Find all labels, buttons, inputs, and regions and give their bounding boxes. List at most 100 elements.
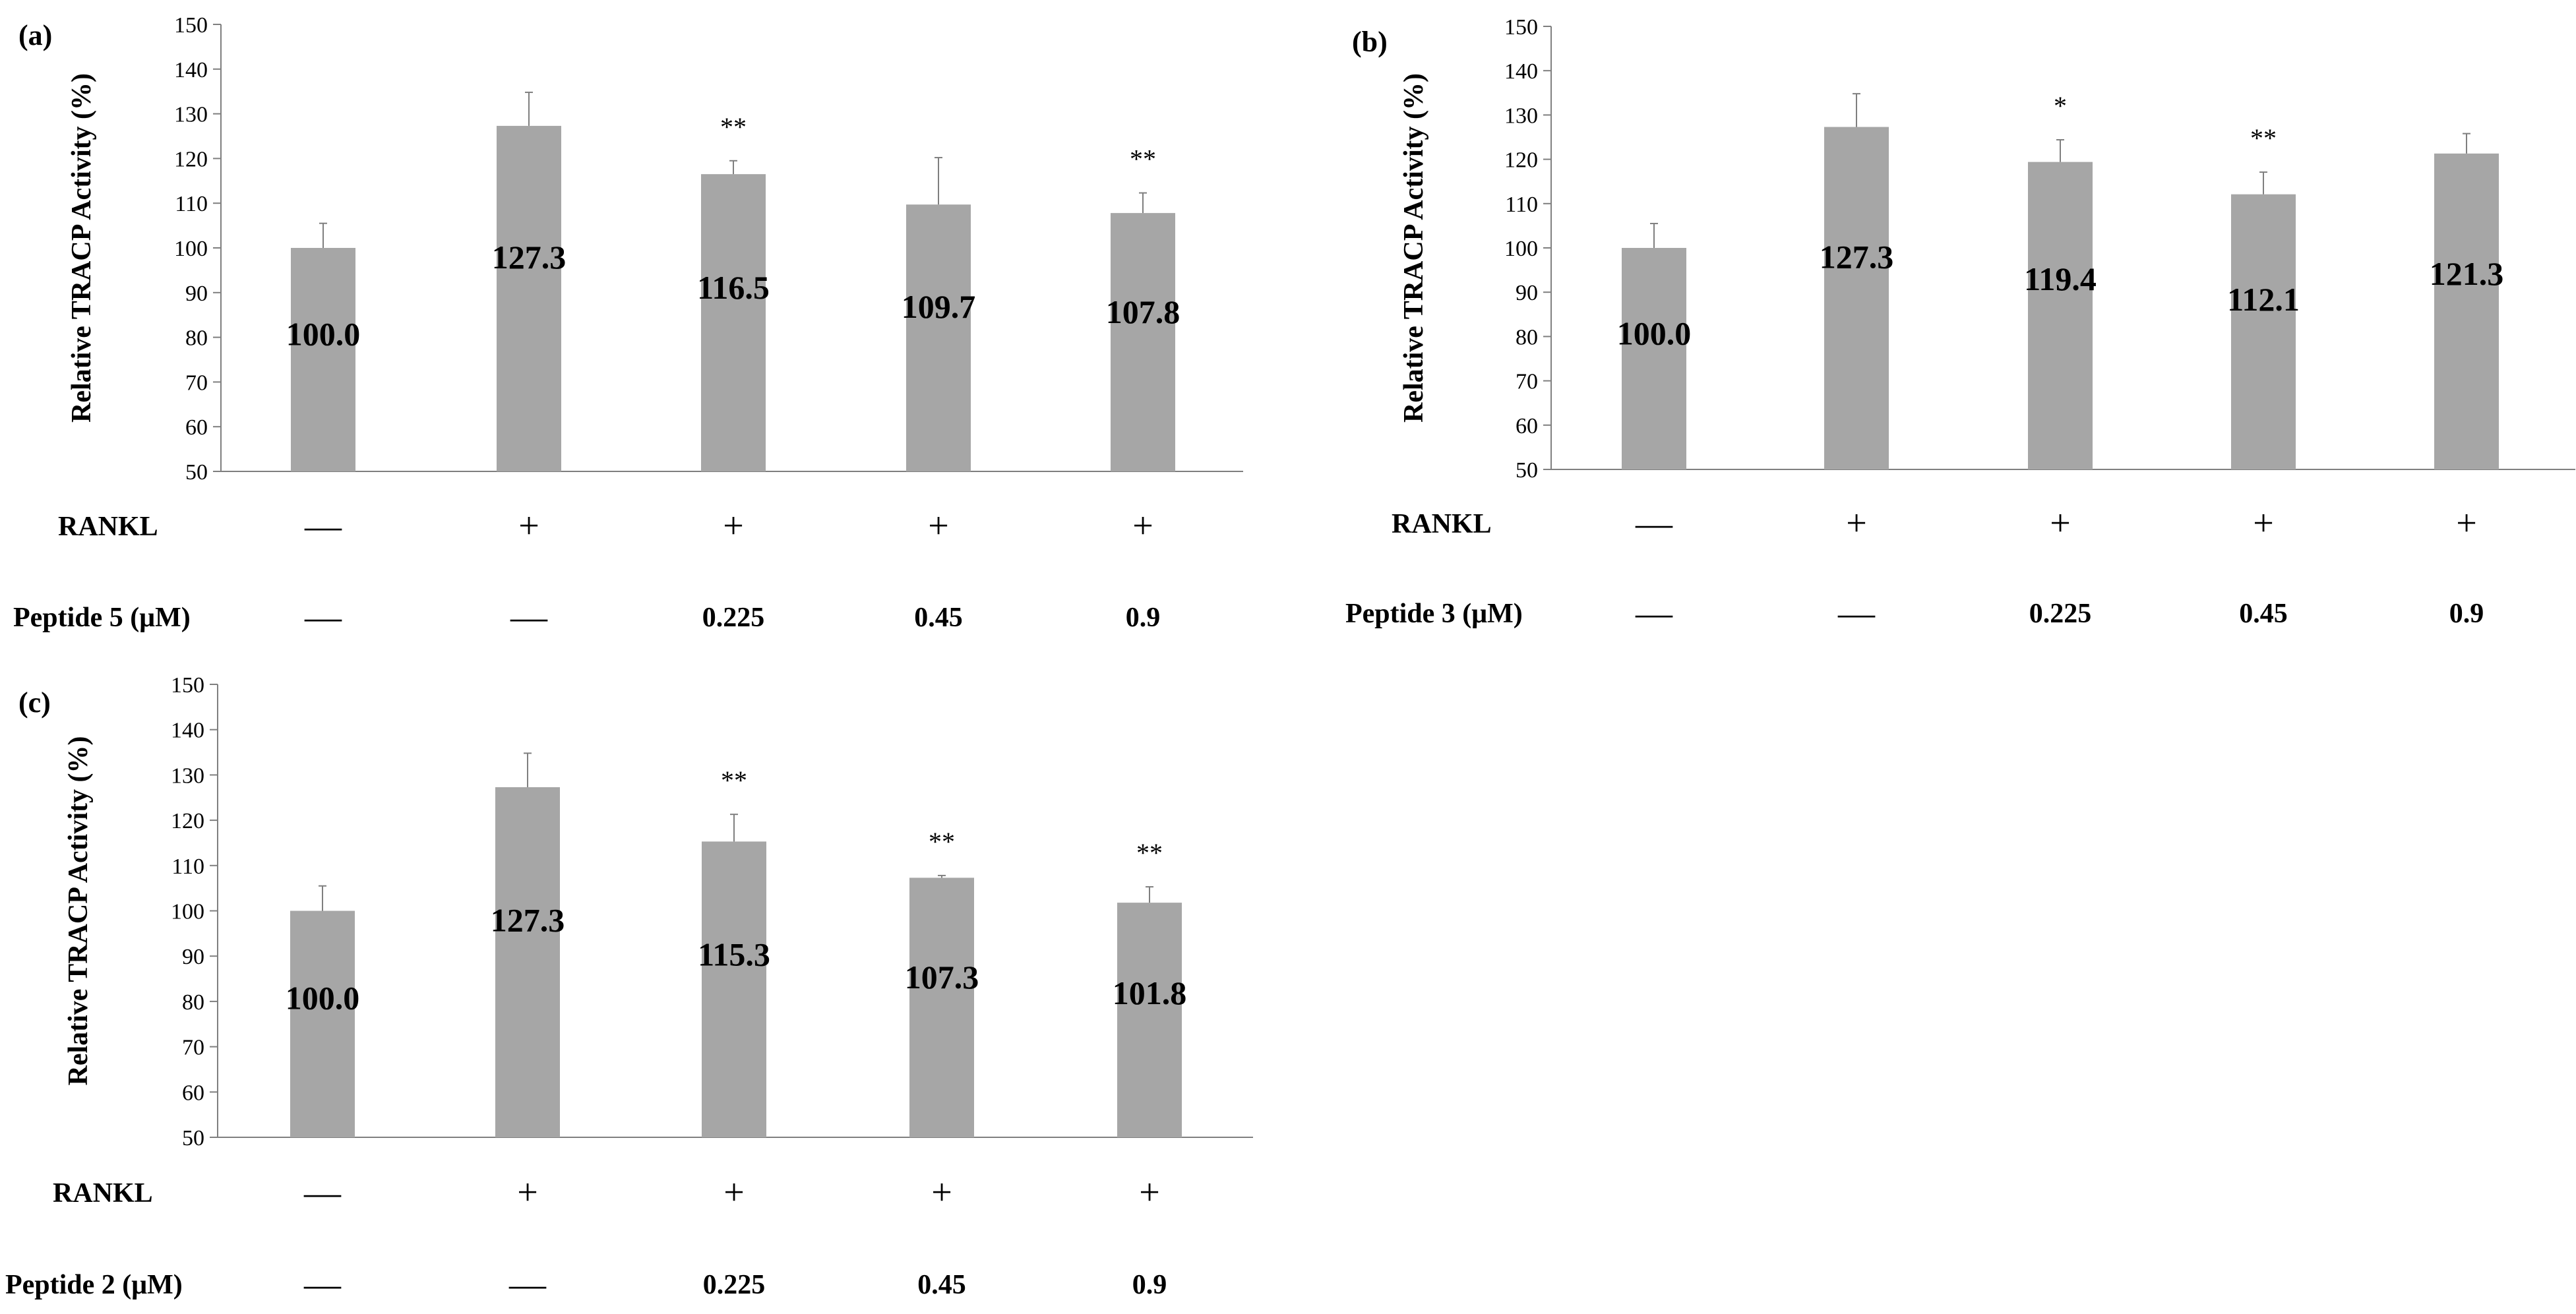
bar-value-label: 100.0 [286,980,360,1017]
significance-marker: ** [929,827,955,856]
y-tick-label: 130 [171,763,204,788]
y-tick-label: 90 [182,945,204,969]
y-tick-label: 60 [1516,414,1538,438]
condition-cell: — [510,597,548,638]
condition-cell: + [723,1172,745,1213]
condition-row-label: Peptide 5 (μM) [13,603,191,633]
y-tick-label: 120 [1504,148,1538,173]
bar [291,248,355,471]
y-tick-label: 70 [1516,370,1538,394]
bar-value-label: 101.8 [1113,974,1187,1011]
bar-value-label: 127.3 [492,239,567,276]
condition-row-label: Peptide 3 (μM) [1345,599,1523,629]
condition-cell: — [304,597,342,638]
bar-value-label: 100.0 [286,315,361,352]
bar-value-label: 107.8 [1106,293,1181,330]
condition-cell: + [931,1172,952,1213]
y-tick-label: 100 [171,900,204,924]
y-tick-label: 130 [174,103,208,127]
chart-panel-a: (a) Relative TRACP Activity (%) 50 60 70 80 90… [13,13,1243,638]
bar [1622,248,1686,469]
y-tick-label: 110 [175,192,208,216]
bar-value-label: 112.1 [2227,281,2300,318]
bar [495,787,560,1137]
condition-cell: 0.9 [1126,603,1161,633]
y-tick-label: 50 [185,460,208,485]
condition-cell: — [303,1264,342,1305]
bar-value-label: 127.3 [491,901,565,938]
condition-row-label: Peptide 2 (μM) [5,1270,183,1300]
bar [2231,194,2296,469]
y-tick-label: 120 [174,147,208,171]
y-tick-label: 110 [1505,193,1538,217]
y-axis-title: Relative TRACP Activity (%) [63,736,94,1086]
bar [290,911,355,1137]
condition-cell: 0.225 [703,1270,766,1300]
condition-cell: 0.9 [2449,599,2484,629]
y-tick-label: 90 [185,282,208,306]
condition-cell: — [303,1172,342,1213]
condition-cell: + [518,506,539,547]
bar [2028,162,2093,469]
bar-value-label: 121.3 [2430,255,2504,292]
y-tick-label: 80 [1516,325,1538,349]
y-tick-label: 150 [171,673,204,698]
significance-marker: ** [2250,123,2277,153]
condition-cell: 0.45 [2239,599,2288,629]
bar [1824,127,1889,469]
chart-panel-c: (c) Relative TRACP Activity (%) 50 60 70 80 90… [5,673,1253,1305]
y-tick-label: 80 [182,990,204,1015]
bar [2434,153,2499,469]
y-tick-label: 140 [174,58,208,82]
bar [497,125,561,471]
y-tick-label: 60 [185,415,208,440]
significance-marker: ** [1136,838,1163,868]
y-tick-label: 140 [1504,59,1538,84]
bar [701,174,766,471]
bar-value-label: 119.4 [2024,260,2097,297]
panel-label: (c) [18,686,51,719]
condition-cell: + [1139,1172,1160,1213]
y-tick-label: 140 [171,719,204,743]
condition-cell: + [2050,503,2071,544]
y-tick-label: 70 [185,371,208,395]
condition-cell: + [1846,503,1867,544]
bar [1111,213,1175,471]
bar [909,878,974,1137]
condition-cell: + [2253,503,2274,544]
condition-cell: + [928,506,949,547]
significance-marker: ** [1130,144,1156,174]
y-tick-label: 70 [182,1036,204,1060]
bar-value-label: 100.0 [1617,314,1692,351]
condition-cell: — [508,1264,547,1305]
y-tick-label: 100 [174,237,208,261]
y-tick-label: 50 [182,1126,204,1150]
y-tick-label: 110 [171,854,204,879]
condition-cell: — [304,506,342,547]
bar [1117,903,1182,1137]
y-tick-label: 100 [1504,237,1538,261]
condition-cell: + [723,506,744,547]
bar [906,204,971,471]
significance-marker: * [2054,91,2067,121]
bar-value-label: 116.5 [697,269,770,306]
condition-cell: + [1132,506,1153,547]
y-tick-label: 90 [1516,281,1538,305]
condition-cell: — [1635,593,1673,634]
chart-panel-b: (b) Relative TRACP Activity (%) 50 60 70 80 90… [1345,15,2575,634]
y-axis-title: Relative TRACP Activity (%) [1399,73,1429,423]
significance-marker: ** [720,112,747,142]
condition-cell: + [2456,503,2477,544]
condition-row-label: RANKL [58,512,158,542]
panel-label: (a) [18,19,52,51]
y-tick-label: 130 [1504,104,1538,128]
bar-value-label: 127.3 [1820,239,1894,276]
condition-cell: + [517,1172,538,1213]
panel-label: (b) [1352,26,1388,58]
bar [702,841,766,1137]
y-tick-label: 80 [185,326,208,351]
condition-cell: 0.45 [917,1270,966,1300]
condition-row-label: RANKL [53,1178,153,1209]
y-tick-label: 120 [171,809,204,833]
